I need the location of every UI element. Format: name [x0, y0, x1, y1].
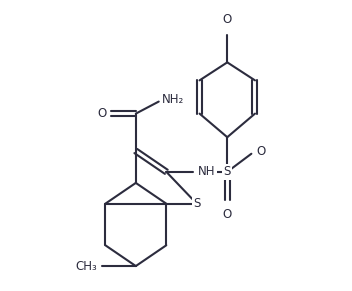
Text: O: O	[223, 13, 232, 26]
Text: O: O	[223, 208, 232, 221]
Text: NH₂: NH₂	[162, 93, 184, 106]
Text: S: S	[224, 165, 231, 178]
Text: CH₃: CH₃	[75, 260, 97, 273]
Text: NH: NH	[198, 165, 216, 178]
Text: O: O	[256, 145, 266, 157]
Text: S: S	[193, 197, 201, 210]
Text: O: O	[98, 107, 107, 120]
